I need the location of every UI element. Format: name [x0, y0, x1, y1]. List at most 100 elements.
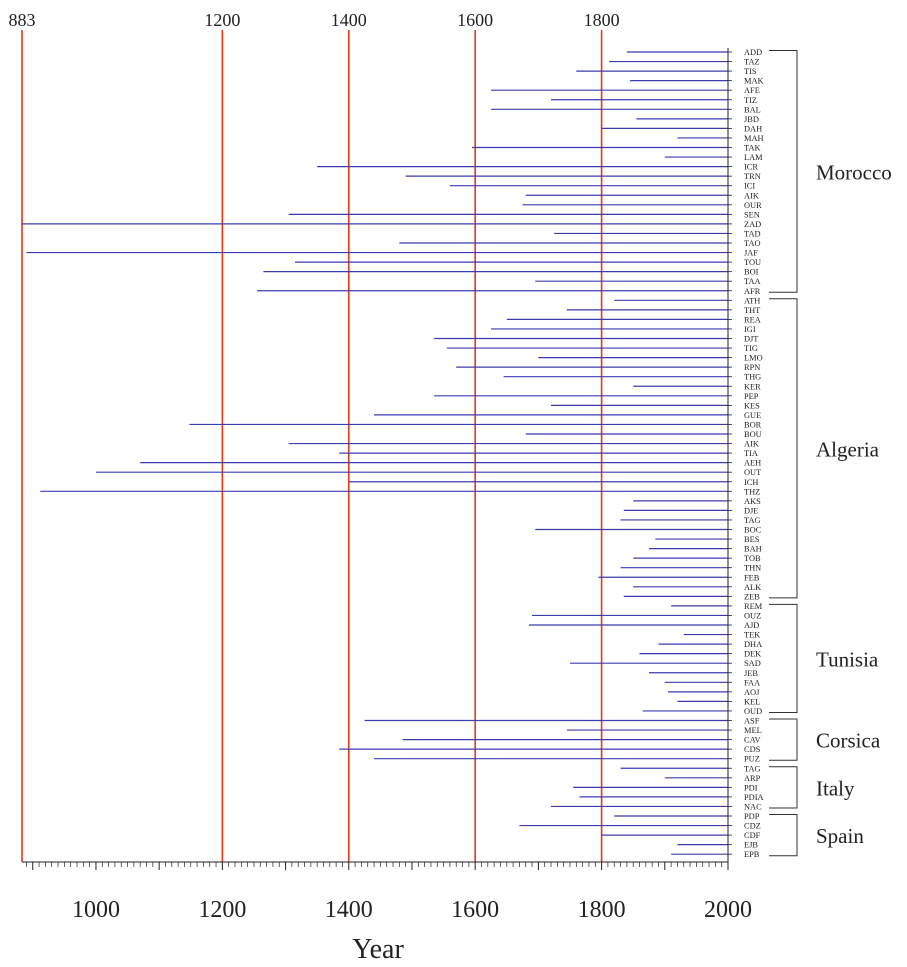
- site-label: TAK: [744, 144, 761, 153]
- site-label: TAA: [744, 277, 761, 286]
- site-label: TOU: [744, 258, 761, 267]
- site-label: LAM: [744, 153, 763, 162]
- site-label: KEL: [744, 697, 760, 706]
- x-axis-title: Year: [352, 934, 404, 965]
- site-label: KES: [744, 401, 760, 410]
- site-label: ZAD: [744, 220, 761, 229]
- site-label: TAZ: [744, 58, 760, 67]
- site-label: TIZ: [744, 96, 757, 105]
- site-label: JAF: [744, 249, 758, 258]
- site-label: THG: [744, 373, 761, 382]
- site-label: BAH: [744, 545, 762, 554]
- site-label: GUE: [744, 411, 761, 420]
- site-label: PDI: [744, 783, 758, 792]
- bracket-spain: [769, 814, 798, 857]
- reference-label-1200: 1200: [204, 10, 240, 30]
- site-label: ZEB: [744, 592, 760, 601]
- site-label: CAV: [744, 736, 761, 745]
- site-label: SEN: [744, 210, 760, 219]
- site-label: AIK: [744, 191, 759, 200]
- site-label: CDZ: [744, 822, 761, 831]
- site-label: MAK: [744, 77, 764, 86]
- bracket-morocco: [769, 50, 798, 293]
- bracket-italy: [769, 766, 798, 809]
- site-label: PEP: [744, 392, 759, 401]
- site-label: ASF: [744, 717, 760, 726]
- site-label: AFE: [744, 86, 760, 95]
- x-tick-label-1600: 1600: [451, 897, 499, 923]
- region-label-corsica: Corsica: [816, 729, 881, 753]
- site-label: DAH: [744, 124, 762, 133]
- site-label: EJB: [744, 841, 758, 850]
- site-label: OUR: [744, 201, 762, 210]
- reference-label-883: 883: [9, 10, 36, 30]
- x-tick-label-1000: 1000: [72, 897, 120, 923]
- site-label: OUZ: [744, 611, 761, 620]
- site-label: THN: [744, 564, 761, 573]
- region-label-morocco: Morocco: [816, 160, 892, 184]
- site-label: JBD: [744, 115, 759, 124]
- region-label-spain: Spain: [816, 824, 864, 848]
- site-label: BOI: [744, 268, 759, 277]
- site-label: ICR: [744, 163, 758, 172]
- site-label: AFR: [744, 287, 761, 296]
- site-label: KER: [744, 382, 761, 391]
- site-label: PDIA: [744, 793, 764, 802]
- site-label: FEB: [744, 573, 760, 582]
- site-label: AJD: [744, 621, 759, 630]
- x-tick-label-2000: 2000: [704, 897, 752, 923]
- region-label-italy: Italy: [816, 776, 855, 800]
- site-label: ADD: [744, 48, 762, 57]
- bracket-tunisia: [769, 603, 798, 713]
- reference-label-1600: 1600: [457, 10, 493, 30]
- site-label: AEH: [744, 459, 761, 468]
- reference-lines: 883 1200 1400 1600 1800: [9, 10, 620, 862]
- site-label: OUD: [744, 707, 762, 716]
- site-label: JEB: [744, 669, 758, 678]
- bracket-algeria: [769, 298, 798, 599]
- site-label: THT: [744, 306, 760, 315]
- site-label: MEL: [744, 726, 762, 735]
- site-label: CDF: [744, 831, 761, 840]
- site-label: OUT: [744, 468, 761, 477]
- site-label: TIG: [744, 344, 758, 353]
- site-label: REA: [744, 315, 761, 324]
- site-label: PUZ: [744, 755, 760, 764]
- region-brackets: Morocco Algeria Tunisia Corsica Italy Spain: [769, 50, 892, 857]
- site-label: TIA: [744, 449, 758, 458]
- region-label-tunisia: Tunisia: [816, 647, 879, 671]
- site-bars: [22, 51, 728, 855]
- site-label: SAD: [744, 659, 761, 668]
- site-label: AIK: [744, 440, 759, 449]
- site-label: FAA: [744, 678, 760, 687]
- reference-label-1800: 1800: [584, 10, 620, 30]
- bracket-corsica: [769, 718, 798, 761]
- site-label: EPB: [744, 850, 760, 859]
- site-label: BOR: [744, 420, 762, 429]
- site-label: DJT: [744, 335, 758, 344]
- x-tick-label-1400: 1400: [325, 897, 373, 923]
- site-label: BAL: [744, 105, 761, 114]
- region-label-algeria: Algeria: [816, 437, 880, 461]
- site-label: TAG: [744, 764, 761, 773]
- site-label: DEK: [744, 650, 761, 659]
- site-labels: ADDTAZTISMAKAFETIZBALJBDDAHMAHTAKLAMICRT…: [727, 48, 764, 862]
- site-label: TAD: [744, 229, 761, 238]
- site-label: BOU: [744, 430, 762, 439]
- site-label: DHA: [744, 640, 762, 649]
- site-label: ICH: [744, 478, 758, 487]
- site-label: IGI: [744, 325, 756, 334]
- reference-label-1400: 1400: [331, 10, 367, 30]
- site-label: TIS: [744, 67, 757, 76]
- site-label: TEK: [744, 631, 760, 640]
- site-label: LMO: [744, 354, 763, 363]
- x-tick-label-1800: 1800: [578, 897, 626, 923]
- site-label: NAC: [744, 802, 762, 811]
- site-label: ALK: [744, 583, 761, 592]
- site-label: BOC: [744, 526, 762, 535]
- site-label: TAO: [744, 239, 761, 248]
- site-label: ATH: [744, 296, 760, 305]
- site-label: THZ: [744, 487, 760, 496]
- site-label: TOB: [744, 554, 761, 563]
